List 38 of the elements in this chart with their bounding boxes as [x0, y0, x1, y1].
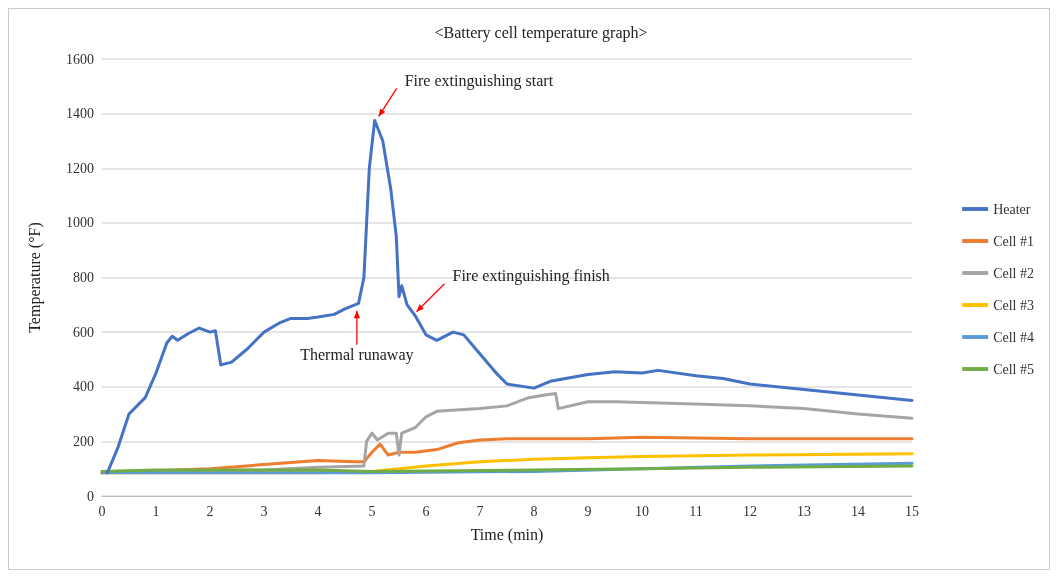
legend-label: Cell #1	[993, 233, 1035, 249]
x-tick-label: 11	[689, 503, 703, 519]
annotation: Fire extinguishing start	[404, 71, 554, 90]
annotation: Thermal runaway	[300, 346, 414, 365]
x-tick-label: 9	[584, 503, 592, 519]
legend-label: Cell #5	[993, 361, 1035, 377]
y-tick-label: 400	[73, 379, 94, 395]
chart-title: <Battery cell temperature graph>	[434, 23, 648, 42]
x-tick-label: 5	[368, 503, 376, 519]
x-tick-label: 15	[905, 503, 919, 519]
x-tick-label: 8	[530, 503, 538, 519]
legend-label: Cell #2	[993, 265, 1035, 281]
x-tick-label: 3	[260, 503, 268, 519]
y-tick-label: 600	[73, 324, 94, 340]
x-tick-label: 0	[98, 503, 106, 519]
y-tick-label: 1200	[66, 160, 94, 176]
y-tick-label: 1400	[66, 106, 94, 122]
y-tick-label: 1600	[66, 51, 94, 67]
legend-label: Cell #3	[993, 297, 1035, 313]
annotation: Fire extinguishing finish	[452, 267, 610, 286]
x-tick-label: 4	[314, 503, 322, 519]
x-tick-label: 7	[476, 503, 484, 519]
y-tick-label: 1000	[66, 215, 94, 231]
y-tick-label: 800	[73, 270, 94, 285]
x-tick-label: 12	[743, 503, 757, 519]
x-tick-label: 2	[206, 503, 214, 519]
y-axis-title: Temperature (°F)	[25, 222, 44, 333]
legend-label: Heater	[993, 201, 1031, 217]
legend-label: Cell #4	[993, 329, 1035, 345]
x-tick-label: 14	[851, 503, 865, 519]
y-tick-label: 200	[73, 433, 94, 449]
y-tick-label: 0	[87, 488, 94, 504]
x-tick-label: 1	[152, 503, 160, 519]
x-axis-title: Time (min)	[470, 525, 544, 544]
x-tick-label: 10	[635, 503, 649, 519]
x-tick-label: 13	[797, 503, 811, 519]
line-series	[105, 118, 914, 475]
x-tick-label: 6	[422, 503, 430, 519]
